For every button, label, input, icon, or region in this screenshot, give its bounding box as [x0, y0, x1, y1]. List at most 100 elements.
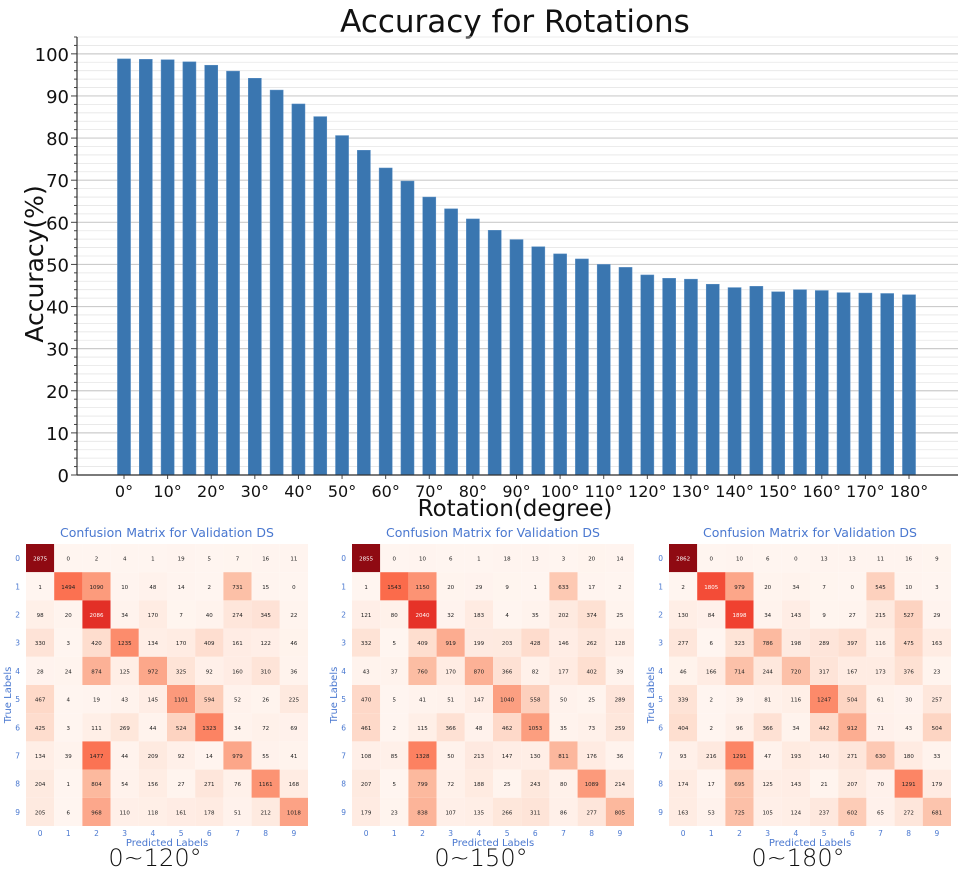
cell-value: 5: [393, 782, 397, 788]
cell-value: 46: [290, 641, 297, 647]
cell-1-8: [251, 572, 280, 601]
x-tick-label: 0°: [115, 482, 133, 501]
cell-6-9: [279, 713, 308, 742]
cell-1-0: [26, 572, 55, 601]
cell-4-4: [781, 656, 810, 685]
cell-value: 124: [791, 810, 802, 816]
cell-value: 37: [391, 669, 398, 675]
cell-value: 1898: [733, 613, 747, 619]
cell-3-4: [781, 628, 810, 657]
cell-value: 98: [37, 613, 44, 619]
cell-value: 462: [502, 726, 512, 732]
cell-value: 289: [819, 641, 830, 647]
cell-value: 442: [819, 726, 830, 732]
cell-6-9: [922, 713, 951, 742]
bar-125°: [662, 278, 676, 476]
cell-value: 366: [762, 726, 773, 732]
cell-0-2: [725, 544, 754, 573]
cell-3-8: [577, 628, 606, 657]
cell-0-0: [669, 544, 698, 573]
cell-2-7: [866, 600, 895, 629]
cell-4-4: [138, 656, 167, 685]
cell-4-6: [838, 656, 867, 685]
cell-value: 52: [234, 698, 241, 704]
cell-5-4: [138, 685, 167, 714]
cell-value: 115: [417, 726, 428, 732]
cell-value: 156: [148, 782, 159, 788]
x-tick-label: 130°: [672, 482, 711, 501]
cell-value: 7: [236, 557, 240, 563]
row-label: 5: [658, 695, 663, 704]
cell-value: 118: [148, 810, 159, 816]
cell-0-2: [82, 544, 111, 573]
cell-value: 116: [875, 641, 886, 647]
cell-value: 262: [586, 641, 597, 647]
x-tick-label: 40°: [284, 482, 312, 501]
cell-9-9: [279, 797, 308, 826]
cell-value: 81: [764, 698, 771, 704]
cell-0-4: [464, 544, 493, 573]
bar-0°: [117, 58, 131, 476]
cell-1-4: [138, 572, 167, 601]
cell-8-1: [697, 769, 726, 798]
cell-1-9: [279, 572, 308, 601]
cell-value: 2: [618, 585, 622, 591]
row-label: 4: [341, 667, 346, 676]
cell-2-5: [810, 600, 839, 629]
cell-value: 244: [762, 669, 773, 675]
cell-3-5: [493, 628, 522, 657]
cell-value: 10: [419, 557, 426, 563]
bar-75°: [444, 208, 458, 476]
cell-0-1: [697, 544, 726, 573]
cell-0-8: [577, 544, 606, 573]
cell-6-3: [436, 713, 465, 742]
cell-value: 475: [903, 641, 914, 647]
range-caption: 0~150°: [434, 844, 528, 872]
cell-9-6: [838, 797, 867, 826]
accuracy-bar-chart: Accuracy for Rotations Accuracy(%) Rotat…: [20, 4, 958, 522]
cell-1-7: [223, 572, 252, 601]
cell-value: 122: [260, 641, 271, 647]
cell-value: 504: [932, 726, 943, 732]
cell-6-2: [82, 713, 111, 742]
cell-value: 681: [932, 810, 943, 816]
column-label: 0: [38, 829, 43, 838]
bar-55°: [357, 150, 371, 476]
cell-9-1: [697, 797, 726, 826]
cell-value: 366: [445, 726, 456, 732]
cell-value: 72: [262, 726, 269, 732]
cell-9-6: [195, 797, 224, 826]
cell-value: 9: [935, 557, 939, 563]
cell-value: 317: [819, 669, 830, 675]
cell-value: 594: [204, 698, 215, 704]
cell-8-4: [781, 769, 810, 798]
cell-7-9: [605, 741, 634, 770]
cell-value: 6: [766, 557, 770, 563]
x-tick-label: 10°: [153, 482, 181, 501]
cell-8-5: [810, 769, 839, 798]
bar-80°: [466, 218, 480, 476]
cell-5-9: [605, 685, 634, 714]
cell-value: 3: [67, 726, 71, 732]
cell-value: 274: [232, 613, 243, 619]
x-tick-label: 30°: [241, 482, 269, 501]
cell-9-1: [380, 797, 409, 826]
cell-value: 80: [391, 613, 398, 619]
cell-value: 23: [391, 810, 398, 816]
cell-8-5: [167, 769, 196, 798]
bar-70°: [422, 196, 437, 476]
cell-0-3: [753, 544, 782, 573]
cell-4-3: [436, 656, 465, 685]
cell-2-6: [838, 600, 867, 629]
cell-value: 25: [616, 613, 623, 619]
cell-value: 1235: [118, 641, 132, 647]
row-label: 2: [658, 611, 663, 620]
cell-0-8: [894, 544, 923, 573]
cell-1-2: [82, 572, 111, 601]
cell-1-6: [195, 572, 224, 601]
cell-6-3: [753, 713, 782, 742]
cell-9-5: [493, 797, 522, 826]
cell-9-0: [26, 797, 55, 826]
x-axis-label: Predicted Labels: [769, 838, 851, 849]
